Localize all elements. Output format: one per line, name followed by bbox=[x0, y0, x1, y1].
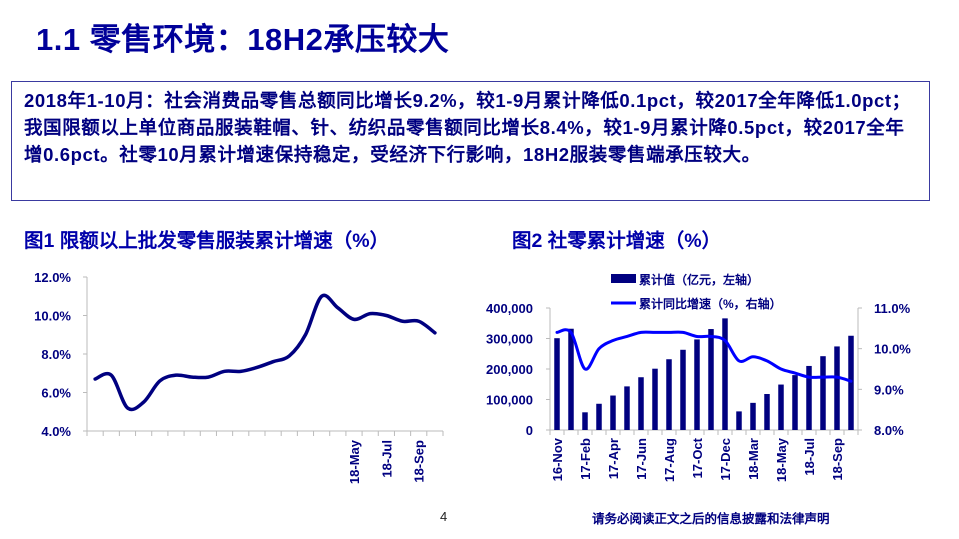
bar bbox=[806, 365, 812, 430]
left-tick-label: 300,000 bbox=[486, 332, 533, 347]
right-tick-label: 11.0% bbox=[874, 301, 911, 316]
right-tick-label: 10.0% bbox=[874, 342, 911, 357]
x-tick-label: 18-Jul bbox=[802, 438, 817, 476]
page-number: 4 bbox=[440, 509, 448, 524]
bar bbox=[736, 411, 742, 430]
y-tick-label: 4.0% bbox=[41, 424, 71, 439]
summary-box: 2018年1-10月：社会消费品零售总额同比增长9.2%，较1-9月累计降低0.… bbox=[11, 81, 930, 201]
x-tick-label: 18-Sep bbox=[830, 438, 845, 481]
x-tick-label: 17-Oct bbox=[690, 437, 705, 478]
x-tick-label: 18-Sep bbox=[412, 440, 427, 483]
bar bbox=[652, 368, 658, 430]
x-tick-label: 18-Mar bbox=[746, 438, 761, 480]
y-tick-label: 10.0% bbox=[34, 309, 71, 324]
x-tick-label: 17-Jun bbox=[634, 438, 649, 480]
y-tick-label: 6.0% bbox=[41, 386, 71, 401]
summary-text: 2018年1-10月：社会消费品零售总额同比增长9.2%，较1-9月累计降低0.… bbox=[24, 90, 911, 165]
bar bbox=[638, 377, 644, 430]
x-tick-label: 17-Aug bbox=[662, 438, 677, 482]
bar bbox=[568, 328, 574, 430]
x-tick-label: 17-Apr bbox=[606, 438, 621, 479]
bar bbox=[820, 356, 826, 430]
x-tick-label: 16-Nov bbox=[550, 437, 565, 481]
bar bbox=[624, 386, 630, 430]
bar bbox=[834, 346, 840, 430]
bar bbox=[708, 329, 714, 430]
bar bbox=[764, 394, 770, 430]
bar bbox=[610, 395, 616, 430]
slide-title: 1.1 零售环境：18H2承压较大 bbox=[36, 22, 450, 57]
left-tick-label: 400,000 bbox=[486, 301, 533, 316]
left-tick-label: 200,000 bbox=[486, 362, 533, 377]
x-tick-label: 17-Dec bbox=[718, 438, 733, 481]
x-tick-label: 17-Feb bbox=[578, 438, 593, 480]
right-tick-label: 8.0% bbox=[874, 423, 904, 438]
right-tick-label: 9.0% bbox=[874, 382, 904, 397]
left-tick-label: 100,000 bbox=[486, 393, 533, 408]
figure-2-title: 图2 社零累计增速（%） bbox=[512, 230, 722, 252]
bar bbox=[582, 412, 588, 430]
chart-2: 0 100,000 200,000 300,000 400,000 8.0% 9.0% 10.… bbox=[470, 260, 959, 500]
disclaimer: 请务必阅读正文之后的信息披露和法律声明 bbox=[592, 512, 830, 526]
figure-1-title: 图1 限额以上批发零售服装累计增速（%） bbox=[24, 230, 390, 252]
bar bbox=[596, 403, 602, 430]
legend-bar-swatch bbox=[611, 274, 636, 283]
left-tick-label: 0 bbox=[526, 423, 533, 438]
bar bbox=[792, 375, 798, 430]
chart-1: 4.0% 6.0% 8.0% 10.0% 12.0% 18-May 18-Jul 18-Sep bbox=[0, 260, 470, 500]
bar bbox=[722, 318, 728, 430]
chart-2-svg: 0 100,000 200,000 300,000 400,000 8.0% 9.0% 10.… bbox=[486, 272, 911, 482]
bar bbox=[680, 349, 686, 430]
x-tick-label: 18-May bbox=[774, 437, 789, 482]
bar bbox=[666, 359, 672, 430]
legend-bar-label: 累计值（亿元，左轴） bbox=[639, 272, 759, 287]
bar bbox=[554, 338, 560, 430]
chart-1-svg: 4.0% 6.0% 8.0% 10.0% 12.0% 18-May 18-Jul 18-Sep bbox=[34, 270, 444, 484]
growth-line bbox=[555, 328, 853, 383]
bar bbox=[750, 402, 756, 430]
x-tick-label: 18-May bbox=[347, 439, 362, 484]
bar bbox=[848, 335, 854, 430]
series-line bbox=[93, 293, 437, 412]
y-tick-label: 12.0% bbox=[34, 270, 71, 285]
x-tick-label: 18-Jul bbox=[379, 440, 394, 478]
legend-line-label: 累计同比增速（%，右轴） bbox=[639, 296, 782, 311]
bar bbox=[694, 339, 700, 430]
bar bbox=[778, 384, 784, 430]
y-tick-label: 8.0% bbox=[41, 347, 71, 362]
